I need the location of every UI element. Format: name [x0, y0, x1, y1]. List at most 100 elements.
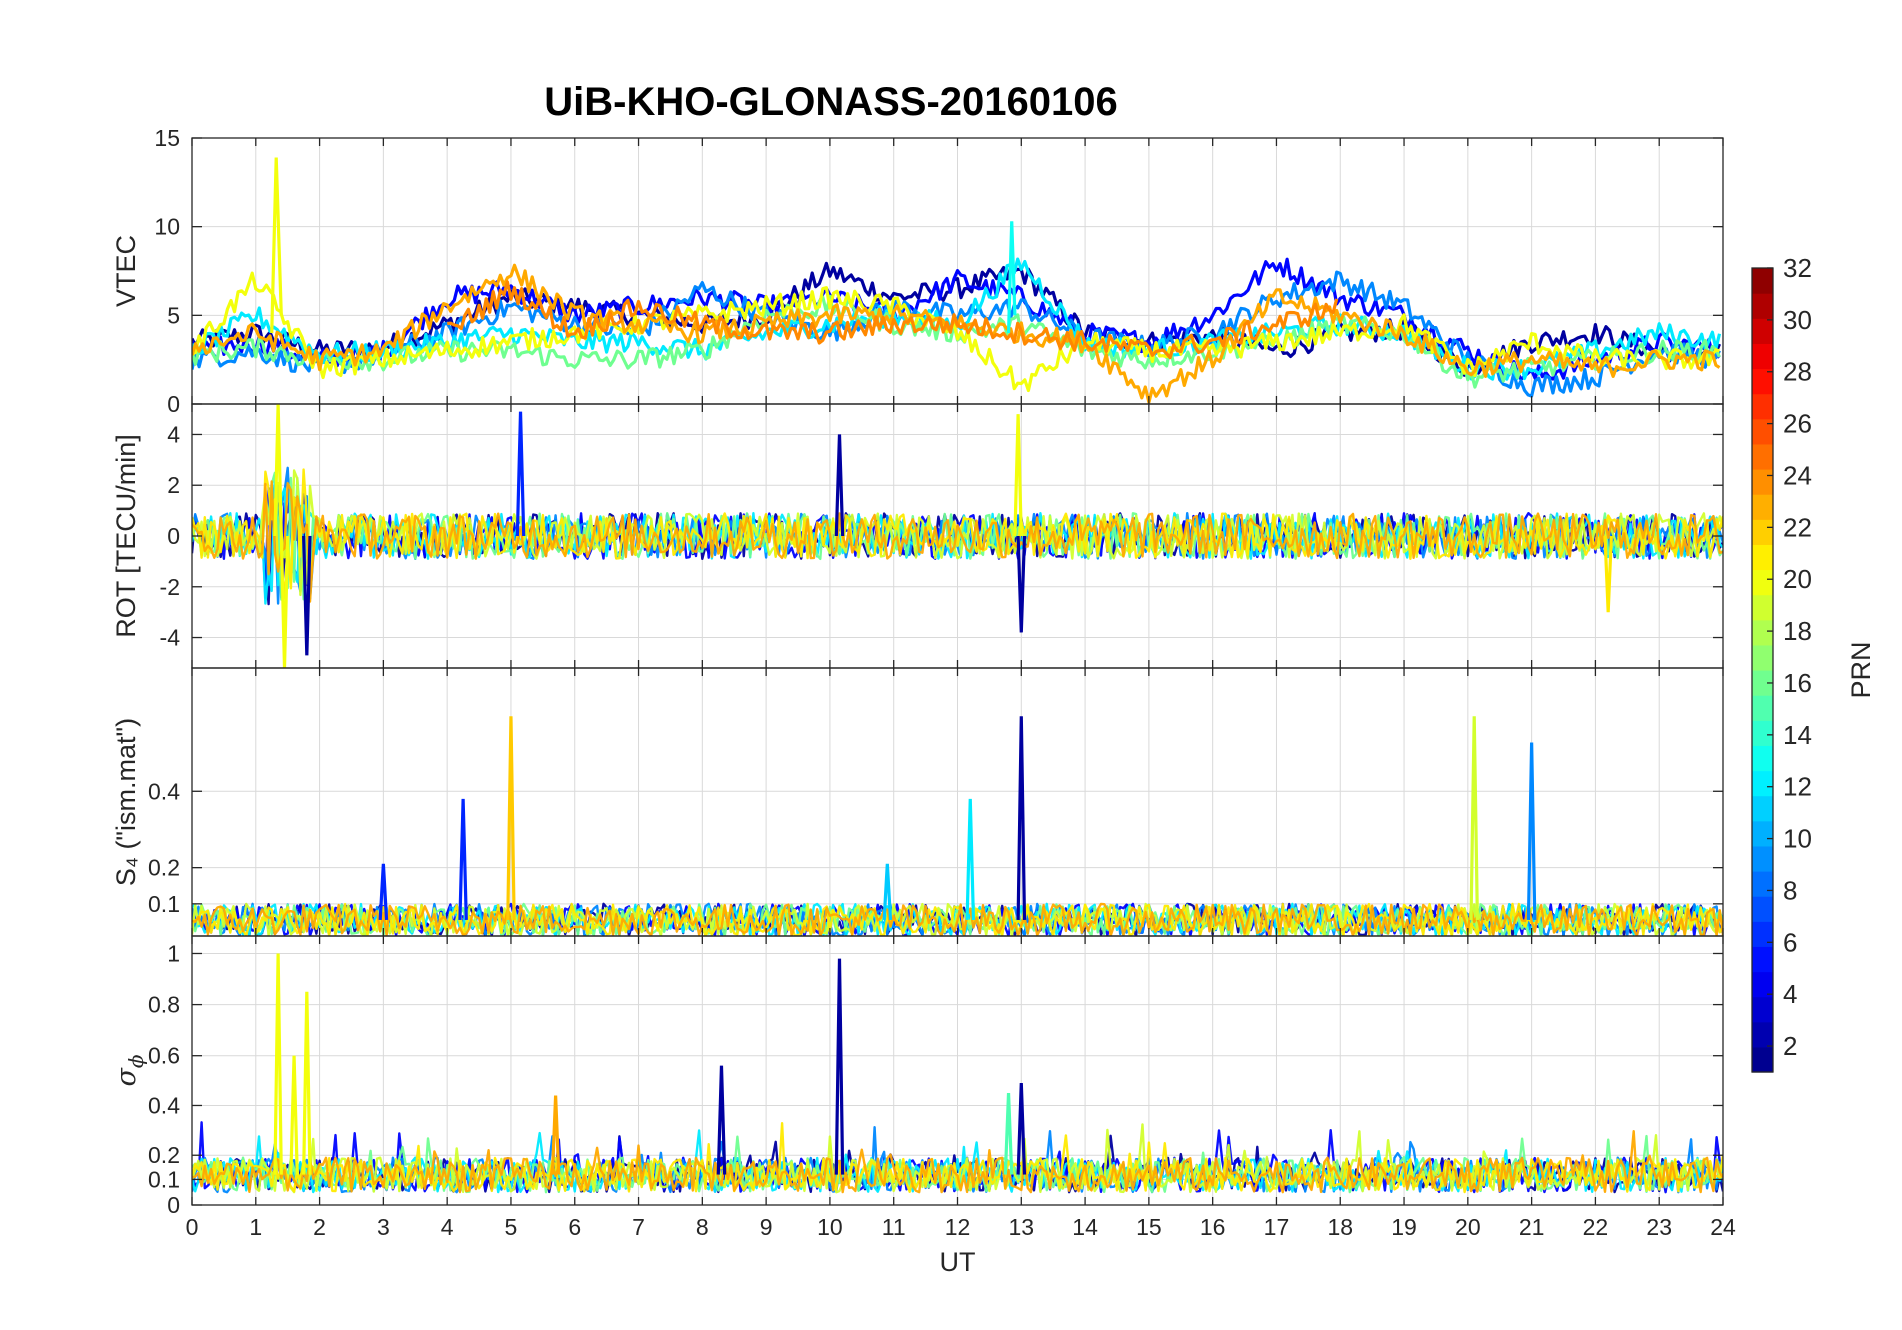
colorbar-swatch	[1752, 996, 1773, 1023]
colorbar-swatch	[1752, 318, 1773, 344]
panel-rot: -4 -2 0 2 4 ROT [TECU/min]	[111, 403, 1724, 669]
colorbar-frame	[1751, 267, 1774, 1073]
spike-prn-20	[273, 404, 283, 537]
colorbar-swatch	[1752, 896, 1773, 922]
colorbar-swatch	[1752, 720, 1773, 746]
x-tick-label: 14	[1072, 1214, 1098, 1240]
x-tick-label: 1	[249, 1214, 262, 1240]
y-tick-label: 2	[167, 472, 180, 498]
x-tick-label: 3	[377, 1214, 390, 1240]
colorbar-tick-label: 28	[1783, 357, 1812, 387]
x-tick-label: 8	[696, 1214, 709, 1240]
colorbar-tick-label: 24	[1783, 460, 1812, 490]
data-traces	[192, 953, 1723, 1194]
vtec-trace-prn-20	[192, 271, 1720, 393]
colorbar-swatch	[1752, 871, 1773, 897]
colorbar-tick-label: 14	[1783, 720, 1812, 750]
x-tick-label: 6	[568, 1214, 581, 1240]
data-traces	[192, 404, 1723, 668]
spike-prn-2	[1016, 716, 1027, 920]
x-tick-label: 22	[1583, 1214, 1609, 1240]
colorbar-swatch	[1752, 1046, 1773, 1073]
spike-prn-2	[1016, 1083, 1027, 1175]
x-tick-label: 11	[882, 1214, 906, 1240]
chart-title: UiB-KHO-GLONASS-20160106	[544, 80, 1118, 124]
colorbar-swatch	[1752, 770, 1773, 797]
colorbar-swatch	[1752, 745, 1773, 772]
spike-prn-2	[1016, 535, 1027, 633]
colorbar-tick-label: 2	[1783, 1031, 1797, 1061]
colorbar-swatch	[1752, 619, 1773, 646]
colorbar-swatch	[1752, 670, 1773, 696]
spike-prn-15	[1003, 1092, 1014, 1175]
spike-prn-20	[1013, 414, 1023, 537]
y-tick-label: 5	[167, 302, 180, 328]
x-tick-label: 16	[1200, 1214, 1226, 1240]
spike-prn-20	[302, 991, 312, 1175]
y-tick-label: 0	[167, 1192, 180, 1218]
x-tick-label: 15	[1136, 1214, 1162, 1240]
y-tick-label: 0	[167, 523, 180, 549]
colorbar-swatch	[1752, 418, 1773, 445]
colorbar-swatch	[1752, 268, 1773, 294]
vtec-trace-prn-24	[447, 280, 1339, 360]
colorbar-swatch	[1752, 494, 1773, 520]
x-tick-label: 19	[1391, 1214, 1417, 1240]
y-tick-label: 0.8	[148, 992, 180, 1018]
colorbar-swatch	[1752, 795, 1773, 822]
spike-prn-12	[965, 798, 976, 920]
colorbar-swatch	[1752, 368, 1773, 395]
colorbar-swatch	[1752, 293, 1773, 319]
vtec-peak	[1006, 221, 1017, 334]
data-traces	[192, 157, 1722, 404]
spike-prn-2	[834, 958, 845, 1175]
y-tick-label: 15	[154, 125, 180, 151]
x-tick-label: 2	[313, 1214, 326, 1240]
y-axis-label: VTEC	[111, 235, 141, 307]
colorbar-label: PRN	[1846, 641, 1876, 698]
x-tick-label: 0	[186, 1214, 199, 1240]
colorbar-tick-label: 4	[1783, 979, 1797, 1009]
spike-prn-19	[1469, 716, 1479, 920]
x-tick-label: 7	[632, 1214, 645, 1240]
x-tick-label: 18	[1327, 1214, 1353, 1240]
x-axis-label: UT	[940, 1247, 976, 1277]
colorbar-tick-label: 18	[1783, 616, 1812, 646]
y-tick-label: 10	[154, 214, 180, 240]
y-axis-label: S₄ ("ism.mat")	[111, 718, 141, 886]
trace-prn-23	[192, 480, 1723, 603]
y-tick-label: 0.1	[148, 1166, 180, 1192]
colorbar-tick-label: 32	[1783, 253, 1812, 283]
colorbar-swatch	[1752, 921, 1773, 947]
spike-prn-6	[515, 411, 526, 537]
spike-prn-22	[506, 716, 516, 920]
spike-prn-2	[716, 1065, 727, 1175]
y-tick-label: -4	[160, 625, 181, 651]
spike-prn-2	[834, 434, 845, 537]
trace-prn-16	[192, 1134, 1723, 1194]
colorbar-swatch	[1752, 343, 1773, 370]
colorbar-tick-label: 6	[1783, 927, 1797, 957]
panel-s4: 0.1 0.2 0.4 S₄ ("ism.mat")	[111, 667, 1724, 937]
colorbar-swatch	[1752, 820, 1773, 847]
colorbar-swatch	[1752, 971, 1773, 998]
colorbar-swatch	[1752, 443, 1773, 470]
colorbar-tick-label: 22	[1783, 512, 1812, 542]
spike-prn-2	[302, 535, 312, 656]
colorbar-tick-label: 10	[1783, 824, 1812, 854]
y-tick-label: 4	[167, 421, 180, 447]
spike-prn-6	[458, 798, 468, 920]
colorbar-tick-label: 20	[1783, 564, 1812, 594]
vtec-trace-prn-16	[192, 294, 1721, 389]
panel-sigma-phi: 00.10.2 0.4 0.6 0.8 1 σϕ	[111, 935, 1724, 1218]
colorbar-tick-label: 8	[1783, 875, 1797, 905]
y-tick-label: 0	[167, 391, 180, 417]
y-tick-label: 1	[167, 940, 180, 966]
colorbar-tick-label: 26	[1783, 409, 1812, 439]
x-tick-label: 23	[1646, 1214, 1672, 1240]
y-tick-label: 0.2	[148, 855, 180, 881]
colorbar-swatch	[1752, 519, 1773, 545]
spike-prn-21	[1603, 535, 1613, 613]
spike-prn-11	[882, 863, 893, 921]
panel-vtec: 0 5 10 15 VTEC	[111, 125, 1724, 417]
